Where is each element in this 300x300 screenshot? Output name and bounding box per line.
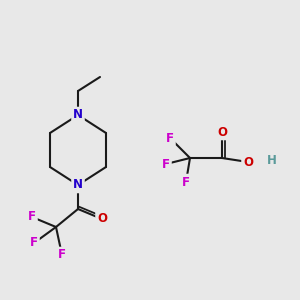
Text: F: F [28,211,36,224]
Text: N: N [73,178,83,191]
Text: O: O [97,212,107,226]
Text: O: O [217,125,227,139]
Text: O: O [243,155,253,169]
Text: F: F [166,131,174,145]
Text: F: F [58,248,66,262]
Text: N: N [73,109,83,122]
Text: F: F [182,176,190,188]
Text: F: F [162,158,170,170]
Text: H: H [267,154,277,166]
Text: F: F [30,236,38,250]
